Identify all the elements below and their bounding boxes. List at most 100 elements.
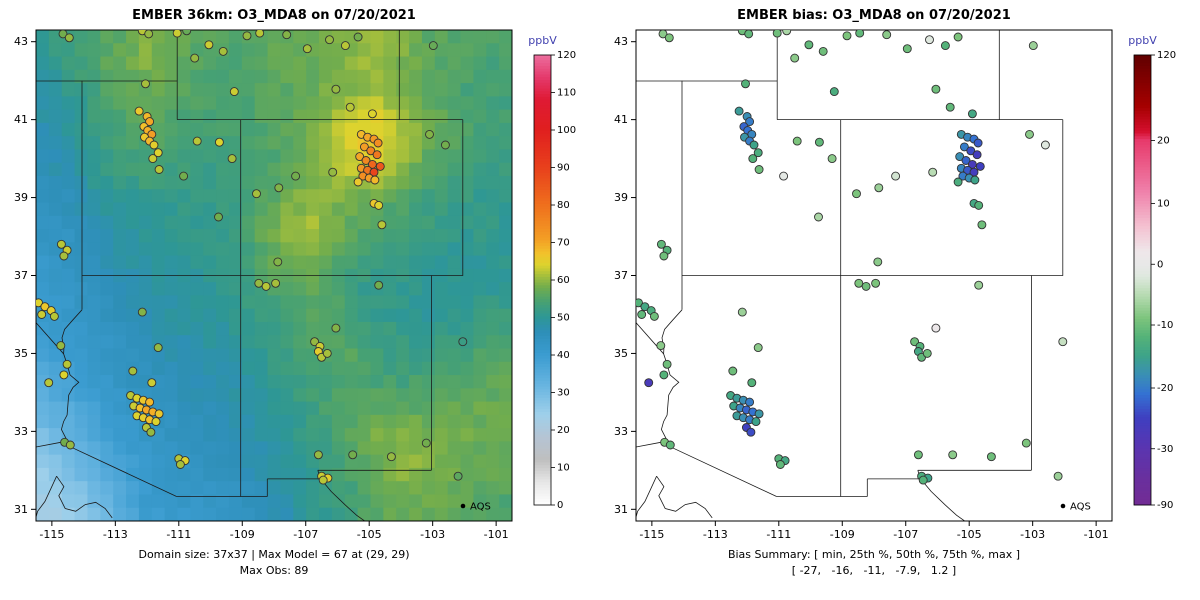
station-dot — [974, 280, 984, 290]
station-dot — [931, 84, 941, 94]
svg-text:-103: -103 — [1020, 528, 1045, 541]
station-dot — [970, 175, 980, 185]
station-dot — [842, 31, 852, 41]
station-points-layer — [636, 30, 1068, 485]
svg-text:20: 20 — [557, 425, 570, 436]
station-dot — [154, 409, 164, 419]
aqs-legend-label: AQS — [1070, 502, 1091, 513]
station-dot — [148, 154, 158, 164]
station-dot — [214, 212, 223, 222]
caption-line-2: Max Obs: 89 — [239, 564, 309, 577]
station-dot — [355, 152, 365, 162]
station-dot — [141, 79, 150, 89]
station-dot — [922, 348, 932, 358]
station-dot — [242, 31, 252, 41]
svg-text:39: 39 — [14, 191, 28, 204]
station-dot — [918, 475, 928, 485]
station-dot — [746, 427, 756, 437]
station-dot — [151, 417, 161, 427]
station-dot — [975, 161, 985, 171]
station-dot — [373, 138, 383, 148]
station-dot — [59, 370, 69, 380]
station-dot — [227, 154, 237, 164]
station-dot — [372, 150, 382, 160]
station-dot — [322, 348, 332, 358]
svg-text:35: 35 — [14, 347, 28, 360]
svg-text:43: 43 — [614, 35, 628, 48]
station-dot — [229, 87, 239, 97]
aqs-legend: AQS — [1060, 502, 1091, 513]
station-dot — [252, 189, 261, 199]
station-dot — [254, 278, 264, 288]
svg-text:-107: -107 — [893, 528, 918, 541]
station-dot — [175, 460, 185, 469]
station-dot — [255, 30, 265, 38]
station-dot — [144, 30, 154, 39]
svg-text:120: 120 — [557, 50, 576, 61]
station-dot — [928, 167, 938, 177]
station-dot — [891, 171, 901, 181]
station-dot — [353, 32, 363, 42]
svg-text:100: 100 — [557, 125, 576, 136]
station-dot — [804, 40, 814, 50]
station-dot — [64, 33, 74, 43]
station-dot — [179, 171, 189, 181]
station-dot — [779, 171, 789, 181]
station-dot — [744, 30, 754, 39]
station-dot — [925, 35, 934, 45]
station-dot — [754, 165, 764, 174]
svg-text:80: 80 — [557, 200, 570, 211]
svg-text:35: 35 — [614, 347, 628, 360]
station-dot — [955, 152, 965, 162]
svg-text:33: 33 — [14, 425, 28, 438]
svg-text:33: 33 — [614, 425, 628, 438]
station-dot — [1028, 41, 1038, 51]
svg-text:40: 40 — [557, 350, 570, 361]
svg-text:-105: -105 — [357, 528, 382, 541]
station-dot — [754, 409, 764, 419]
station-dot — [302, 44, 312, 54]
svg-text:-30: -30 — [1157, 444, 1173, 455]
station-dot — [827, 154, 837, 164]
svg-text:-109: -109 — [230, 528, 255, 541]
caption-line-1: Domain size: 37x37 | Max Model = 67 at (… — [138, 548, 410, 561]
station-dot — [640, 302, 650, 312]
svg-text:-115: -115 — [639, 528, 664, 541]
svg-text:-107: -107 — [293, 528, 318, 541]
caption-line-2: [ -27, -16, -11, -7.9, 1.2 ] — [791, 564, 957, 577]
station-dot — [829, 87, 839, 97]
station-dot — [425, 129, 434, 139]
station-dot — [134, 106, 144, 116]
station-dot — [940, 41, 950, 51]
station-dot — [153, 343, 163, 353]
colorbar-label: ppbV — [1128, 34, 1157, 47]
station-dot — [665, 440, 675, 450]
station-dot — [967, 109, 977, 119]
svg-text:-103: -103 — [420, 528, 445, 541]
station-dot — [873, 257, 883, 267]
model-map-axes: -115 -113 -111 -109 -107 -105 -103 -101 31 33 35 37… — [14, 35, 509, 541]
station-dot — [818, 46, 828, 56]
station-dot — [977, 220, 987, 230]
station-dot — [753, 148, 763, 158]
station-dot — [855, 30, 865, 38]
station-dot — [961, 156, 971, 165]
station-dot — [359, 142, 369, 152]
station-dot — [331, 323, 341, 333]
state-borders-layer — [636, 30, 1064, 521]
station-dot — [948, 450, 958, 460]
station-dot — [366, 146, 376, 156]
station-dot — [814, 137, 824, 147]
station-dot — [453, 471, 463, 481]
station-dot — [745, 397, 755, 407]
svg-text:-10: -10 — [1157, 320, 1173, 331]
station-dot — [953, 177, 963, 187]
svg-text:30: 30 — [557, 388, 570, 399]
station-dot — [1025, 129, 1034, 139]
svg-text:60: 60 — [557, 275, 570, 286]
svg-text:31: 31 — [614, 503, 628, 516]
station-dot — [374, 200, 384, 210]
station-dot — [190, 53, 200, 63]
station-dot — [274, 183, 284, 193]
